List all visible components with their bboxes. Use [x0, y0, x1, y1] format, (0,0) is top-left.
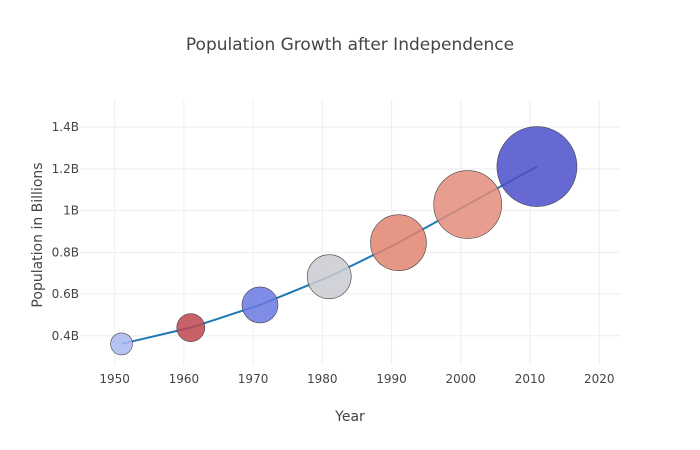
y-tick-label: 1.4B	[52, 120, 79, 134]
bubble-layer	[110, 126, 578, 356]
y-tick-label: 1.2B	[52, 162, 79, 176]
bubble-1951[interactable]	[110, 332, 133, 356]
y-tick-label: 0.8B	[52, 245, 79, 259]
bubble-2011[interactable]	[496, 126, 578, 207]
y-tick-label: 0.4B	[52, 329, 79, 343]
x-tick-label: 1970	[238, 372, 269, 386]
x-tick-label: 2000	[445, 372, 476, 386]
chart-title: Population Growth after Independence	[186, 35, 514, 55]
y-tick-label: 0.6B	[52, 287, 79, 301]
x-tick-label: 2010	[515, 372, 546, 386]
bubble-1981[interactable]	[306, 254, 352, 300]
x-tick-label: 1980	[307, 372, 338, 386]
bubble-1991[interactable]	[370, 214, 427, 272]
x-tick-label: 2020	[584, 372, 615, 386]
y-axis-ticks: 0.4B 0.6B 0.8B 1B 1.2B 1.4B	[52, 120, 79, 343]
x-tick-label: 1950	[99, 372, 130, 386]
x-tick-label: 1960	[169, 372, 200, 386]
x-axis-title: Year	[334, 409, 365, 425]
y-tick-label: 1B	[63, 204, 79, 218]
bubble-2001[interactable]	[433, 170, 502, 239]
bubble-1971[interactable]	[241, 286, 279, 324]
x-tick-label: 1990	[376, 372, 407, 386]
bubble-1961[interactable]	[176, 313, 206, 342]
x-axis-ticks: 1950 1960 1970 1980 1990 2000 2010 2020	[99, 372, 614, 386]
y-axis-title: Population in Billions	[30, 162, 46, 307]
